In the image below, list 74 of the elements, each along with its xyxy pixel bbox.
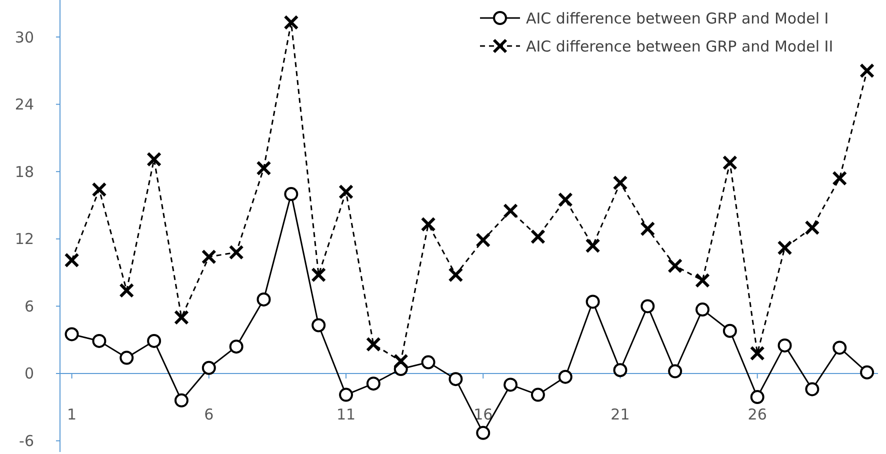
point xyxy=(64,252,80,268)
point xyxy=(805,382,820,396)
y-tick-label: 24 xyxy=(14,96,34,114)
point xyxy=(558,370,572,384)
point xyxy=(613,363,628,378)
point xyxy=(420,216,436,232)
point xyxy=(202,360,216,375)
point xyxy=(476,426,490,440)
point xyxy=(174,393,188,408)
point xyxy=(530,388,545,402)
point xyxy=(640,221,656,236)
point xyxy=(778,338,792,352)
point xyxy=(256,160,272,176)
point xyxy=(476,232,491,248)
point xyxy=(612,175,628,190)
point xyxy=(228,244,244,260)
legend-label: AIC difference between GRP and Model II xyxy=(526,37,834,56)
point xyxy=(860,365,874,380)
point xyxy=(338,184,354,200)
point xyxy=(311,267,326,282)
x-tick-label: 21 xyxy=(610,405,630,424)
y-tick-label: 18 xyxy=(14,162,34,181)
y-tick-label: -6 xyxy=(19,432,34,450)
point xyxy=(504,378,518,392)
point xyxy=(668,364,682,378)
point xyxy=(448,267,464,282)
point xyxy=(312,318,326,332)
point xyxy=(229,340,244,354)
point xyxy=(750,390,764,404)
point xyxy=(92,182,107,198)
point xyxy=(146,152,162,167)
point xyxy=(339,388,354,402)
point xyxy=(530,229,546,244)
point xyxy=(860,63,875,78)
point xyxy=(695,272,710,288)
point xyxy=(558,192,573,208)
point xyxy=(722,155,738,170)
point xyxy=(366,376,380,391)
point xyxy=(640,299,655,314)
point xyxy=(174,310,189,325)
x-tick-label: 11 xyxy=(336,405,356,424)
point xyxy=(668,258,683,274)
x-tick-label: 26 xyxy=(748,405,767,424)
y-tick-label: 6 xyxy=(24,297,34,316)
point xyxy=(201,249,216,264)
point xyxy=(284,14,299,30)
point xyxy=(448,372,463,386)
y-tick-label: 12 xyxy=(14,230,34,248)
y-tick-label: 30 xyxy=(14,28,34,46)
legend-label: AIC difference between GRP and Model I xyxy=(526,9,829,28)
point xyxy=(120,350,134,365)
point xyxy=(585,238,600,254)
point xyxy=(804,220,820,236)
x-tick-label: 1 xyxy=(67,405,77,424)
point xyxy=(832,170,848,186)
point xyxy=(366,336,381,352)
x-tick-label: 6 xyxy=(204,405,214,424)
point xyxy=(256,292,271,306)
point xyxy=(832,340,847,355)
point xyxy=(421,355,436,370)
point xyxy=(92,334,106,348)
point xyxy=(586,294,600,309)
point xyxy=(64,327,79,342)
point xyxy=(284,187,298,202)
point xyxy=(119,282,134,298)
y-tick-label: 0 xyxy=(24,364,34,383)
point xyxy=(696,302,710,317)
point xyxy=(503,203,518,218)
point xyxy=(722,324,737,338)
point xyxy=(393,354,408,369)
point xyxy=(777,240,792,256)
point xyxy=(750,346,765,361)
point xyxy=(147,334,162,348)
x-tick-label: 16 xyxy=(474,405,493,424)
